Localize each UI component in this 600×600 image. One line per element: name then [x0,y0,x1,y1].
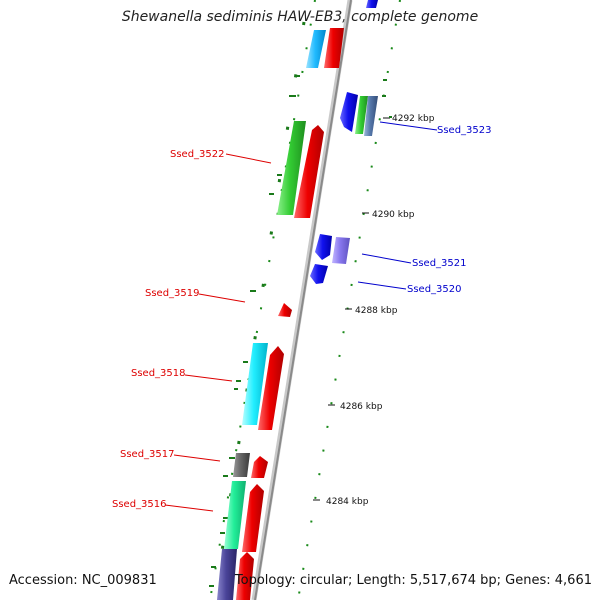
gene-label-ssed-3523[interactable]: Ssed_3523 [437,125,492,136]
gene-ssed-3523[interactable] [340,92,358,132]
gene-arrow[interactable] [306,30,326,68]
kbp-label: 4290 kbp [372,210,415,220]
gene-label-ssed-3520[interactable]: Ssed_3520 [407,284,462,295]
kbp-label: 4288 kbp [355,306,398,316]
genome-summary: Topology: circular; Length: 5,517,674 bp… [234,573,592,588]
gene-ssed-3522-green[interactable] [277,121,306,215]
gene-arrow[interactable] [366,0,378,8]
gene-ssed-3516-teal[interactable] [224,481,246,549]
accession-label: Accession: NC_009831 [9,573,157,588]
gene-ssed-3518[interactable] [258,346,284,430]
gene-ssed-3518-cyan[interactable] [242,343,268,425]
kbp-label: 4286 kbp [340,402,383,412]
gene-label-ssed-3519[interactable]: Ssed_3519 [145,288,200,299]
gene-label-ssed-3522[interactable]: Ssed_3522 [170,149,225,160]
gene-label-ssed-3518[interactable]: Ssed_3518 [131,368,186,379]
kbp-scale: 4292 kbp 4290 kbp 4288 kbp 4286 kbp 4284… [313,114,435,507]
gene-label-ssed-3516[interactable]: Ssed_3516 [112,499,167,510]
kbp-label: 4284 kbp [326,497,369,507]
gene-label-ssed-3517[interactable]: Ssed_3517 [120,449,175,460]
forward-strand-genes [217,0,378,600]
gene-ssed-3520[interactable] [310,264,328,284]
reverse-strand-genes [310,92,378,284]
track-tick-marks [209,75,392,587]
forward-gene-labels: Ssed_3522 Ssed_3519 Ssed_3518 Ssed_3517 … [112,149,272,512]
gene-arrow[interactable] [236,552,254,600]
gene-ssed-3516[interactable] [242,484,264,552]
gene-arrow[interactable] [217,549,237,600]
genome-title: Shewanella sediminis HAW-EB3, complete g… [121,9,479,25]
gene-ssed-3521[interactable] [332,237,350,264]
gene-label-ssed-3521[interactable]: Ssed_3521 [412,258,467,269]
gene-arrow[interactable] [324,28,344,68]
gene-arrow[interactable] [364,96,378,136]
gene-ssed-3521-blue[interactable] [315,234,332,260]
genome-backbone [251,0,353,600]
gene-ssed-3522[interactable] [294,125,324,218]
gene-ssed-3517[interactable] [251,456,268,478]
gene-ssed-3519[interactable] [278,303,292,317]
reverse-gene-labels: Ssed_3523 Ssed_3521 Ssed_3520 [357,121,492,295]
kbp-label: 4292 kbp [392,114,435,124]
gene-arrow[interactable] [355,96,368,134]
gene-ssed-3517-gray[interactable] [233,453,250,477]
